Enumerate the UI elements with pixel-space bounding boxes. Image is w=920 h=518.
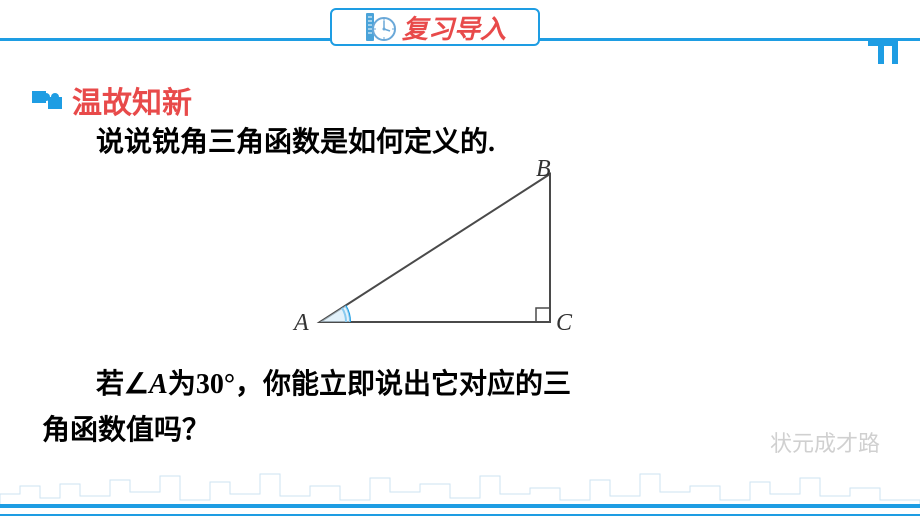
body-line-1: 说说锐角三角函数是如何定义的. xyxy=(96,120,495,160)
angle-symbol: ∠ xyxy=(124,368,149,399)
watermark: 状元成才路 xyxy=(770,426,880,458)
body-line-2: 若∠A为30°，你能立即说出它对应的三 xyxy=(96,362,571,402)
skyline-decoration xyxy=(0,466,920,506)
triangle-figure: B A C xyxy=(300,162,600,342)
section-title: 复习导入 xyxy=(402,9,506,46)
footer-line-thick xyxy=(0,504,920,508)
vertex-label-a: A xyxy=(294,310,309,337)
clock-ruler-icon xyxy=(364,11,396,43)
vertex-label-c: C xyxy=(556,310,572,337)
section-title-box: 复习导入 xyxy=(330,8,540,46)
subheader: 温故知新 xyxy=(30,78,192,122)
line2-mid: 为30°，你能立即说出它对应的三 xyxy=(168,369,571,400)
subheader-text: 温故知新 xyxy=(72,78,192,122)
line2-prefix: 若 xyxy=(96,369,124,400)
puzzle-icon xyxy=(30,85,64,115)
body-line-3: 角函数值吗？ xyxy=(42,408,210,448)
angle-var: A xyxy=(149,369,168,400)
footer-line-thin xyxy=(0,514,920,516)
header-notch-decoration xyxy=(868,40,898,64)
footer xyxy=(0,466,920,518)
vertex-label-b: B xyxy=(536,156,551,183)
